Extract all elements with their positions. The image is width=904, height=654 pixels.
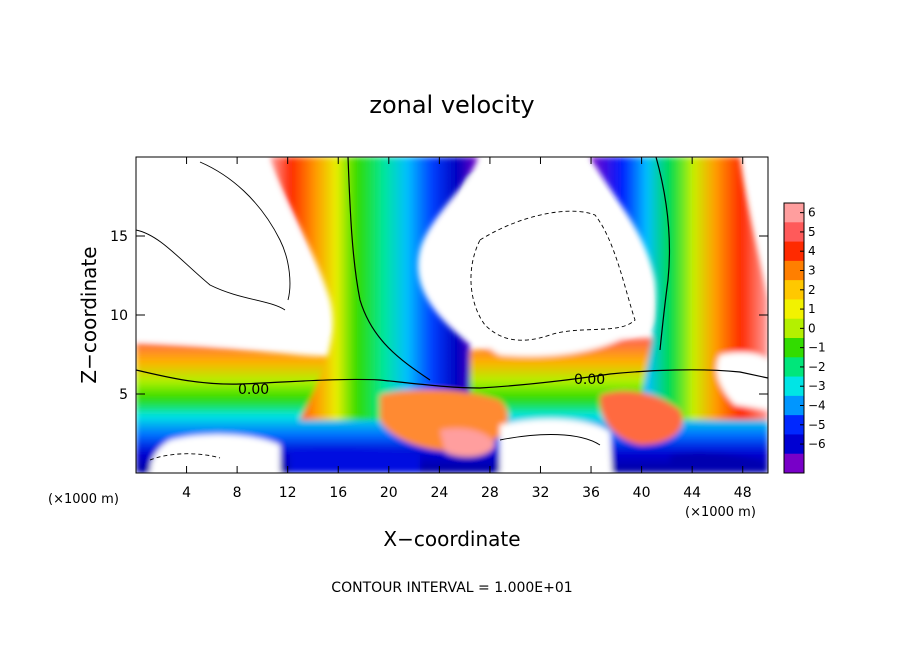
colorbar-label: −3 [808, 379, 826, 393]
colorbar-label: 6 [808, 206, 816, 220]
colorbar-label: 0 [808, 321, 816, 335]
x-tick-label: 12 [279, 485, 297, 501]
y-tick-label: 15 [110, 229, 128, 245]
colorbar-label: 2 [808, 283, 816, 297]
x-tick-label: 16 [329, 485, 347, 501]
colorbar-swatch [784, 376, 804, 397]
colorbar-swatch [784, 318, 804, 339]
colorbar-label: 4 [808, 244, 816, 258]
colorbar-swatch [784, 280, 804, 300]
colorbar-swatch [784, 299, 804, 320]
y-tick-label: 10 [110, 308, 128, 324]
colorbar-label: −5 [808, 418, 826, 432]
colorbar-label: −6 [808, 437, 826, 451]
colorbar-swatch [784, 357, 804, 378]
y-axis-label: Z−coordinate [77, 246, 101, 383]
x-tick-label: 44 [683, 485, 701, 501]
velocity-field: 0.00 0.00 [136, 157, 768, 473]
colorbar-swatch [784, 434, 804, 455]
colorbar-swatch [784, 453, 804, 474]
x-tick-label: 20 [380, 485, 398, 501]
colorbar-label: −4 [808, 399, 826, 413]
x-tick-label: 40 [633, 485, 651, 501]
x-tick-label: 32 [532, 485, 550, 501]
x-axis-ticks: 4 8 12 16 20 24 28 32 36 40 44 48 [182, 157, 752, 501]
y-axis-ticks: 5 10 15 [110, 229, 768, 403]
colorbar-frame [783, 202, 805, 474]
colorbar-label: 5 [808, 225, 816, 239]
x-unit-right: (×1000 m) [685, 505, 756, 520]
colorbar: 6 5 4 3 2 1 0 −1 −2 −3 −4 −5 −6 [783, 202, 826, 474]
colorbar-swatch [784, 260, 804, 281]
x-tick-label: 28 [481, 485, 499, 501]
contour-label-right: 0.00 [574, 372, 605, 388]
colorbar-swatch [784, 395, 804, 416]
colorbar-label: −2 [808, 360, 826, 374]
colorbar-swatch [784, 338, 804, 358]
x-tick-label: 8 [233, 485, 242, 501]
x-axis-label: X−coordinate [383, 527, 520, 551]
x-unit-left: (×1000 m) [48, 492, 119, 507]
colorbar-swatch [784, 222, 804, 243]
colorbar-label: 1 [808, 302, 816, 316]
colorbar-swatch [784, 203, 804, 223]
x-tick-label: 48 [734, 485, 752, 501]
x-tick-label: 24 [430, 485, 448, 501]
colorbar-swatch [784, 415, 804, 435]
contour-label-left: 0.00 [238, 382, 269, 398]
colorbar-label: 3 [808, 264, 816, 278]
chart-title: zonal velocity [369, 91, 534, 119]
colorbar-label: −1 [808, 341, 826, 355]
colorbar-swatch [784, 241, 804, 262]
x-tick-label: 4 [182, 485, 191, 501]
y-tick-label: 5 [119, 387, 128, 403]
contour-interval-note: CONTOUR INTERVAL = 1.000E+01 [331, 580, 572, 596]
x-tick-label: 36 [582, 485, 600, 501]
